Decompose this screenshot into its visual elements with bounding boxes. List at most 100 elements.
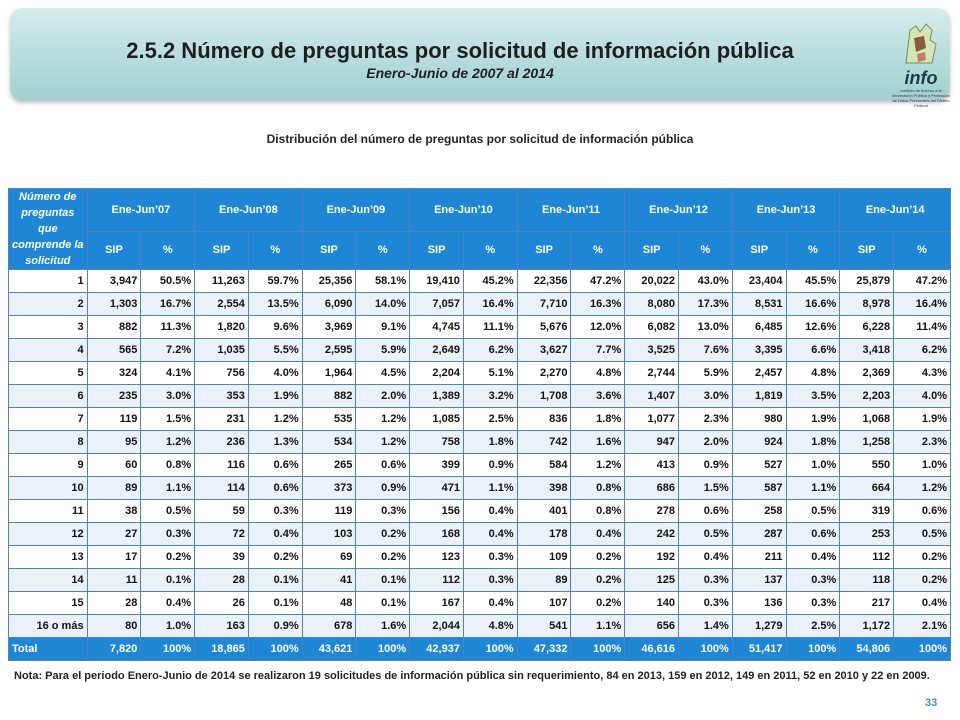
cell-percent: 4.8% [462, 614, 518, 638]
cell-percent: 1.1% [140, 476, 196, 500]
cell-percent: 0.3% [355, 499, 411, 523]
row-label: 7 [8, 407, 88, 431]
cell-sip: 678 [301, 614, 357, 638]
total-sip: 7,820 [86, 637, 142, 661]
cell-percent: 1.9% [785, 407, 841, 431]
cell-sip: 1,820 [194, 315, 249, 339]
logo-wordmark: info [904, 68, 938, 88]
cell-sip: 8,531 [731, 292, 787, 316]
cell-percent: 5.1% [462, 361, 518, 385]
cell-sip: 565 [86, 338, 142, 362]
cell-percent: 5.5% [247, 338, 303, 362]
cell-percent: 4.8% [570, 361, 626, 385]
table-row: 8 95 1.2% 236 1.3% 534 1.2% 758 1.8% 742 1.6% 947 2.… [8, 430, 951, 454]
logo-emblem-icon [905, 23, 937, 64]
cell-percent: 0.3% [140, 522, 196, 546]
cell-sip: 103 [301, 522, 357, 546]
row-label: 6 [8, 384, 88, 408]
cell-sip: 116 [194, 453, 249, 477]
cell-sip: 125 [624, 568, 680, 592]
column-header-year: Ene-Jun’13 [731, 188, 841, 232]
cell-percent: 0.2% [355, 522, 411, 546]
infodf-logo: info Instituto de Acceso a la Informació… [886, 18, 956, 108]
cell-sip: 1,279 [731, 614, 787, 638]
cell-percent: 9.1% [355, 315, 411, 339]
cell-sip: 2,203 [839, 384, 895, 408]
page-subtitle: Enero-Junio de 2007 al 2014 [366, 65, 554, 81]
cell-sip: 278 [624, 499, 680, 523]
cell-percent: 3.5% [785, 384, 841, 408]
total-sip: 42,937 [409, 637, 464, 661]
cell-percent: 14.0% [355, 292, 411, 316]
cell-sip: 924 [731, 430, 787, 454]
cell-percent: 2.0% [678, 430, 733, 454]
cell-sip: 742 [516, 430, 572, 454]
cell-sip: 287 [731, 522, 787, 546]
column-header-percent: % [570, 230, 626, 271]
cell-sip: 95 [86, 430, 142, 454]
cell-sip: 550 [839, 453, 895, 477]
cell-percent: 1.9% [893, 407, 951, 431]
cell-percent: 16.3% [570, 292, 626, 316]
cell-percent: 0.2% [140, 545, 196, 569]
table-row: 15 28 0.4% 26 0.1% 48 0.1% 167 0.4% 107 0.2% 140 0.3… [8, 591, 951, 615]
cell-sip: 3,947 [86, 269, 142, 293]
cell-percent: 1.1% [785, 476, 841, 500]
cell-percent: 16.6% [785, 292, 841, 316]
cell-percent: 1.2% [570, 453, 626, 477]
column-header-sip: SIP [301, 230, 357, 271]
table-row: 2 1,303 16.7% 2,554 13.5% 6,090 14.0% 7,057 16.4… [8, 292, 951, 316]
cell-sip: 535 [301, 407, 357, 431]
table-row: 6 235 3.0% 353 1.9% 882 2.0% 1,389 3.2% 1,708 3.6%… [8, 384, 951, 408]
table-row: 14 11 0.1% 28 0.1% 41 0.1% 112 0.3% 89 0.2% 125 0.3%… [8, 568, 951, 592]
cell-sip: 756 [194, 361, 249, 385]
cell-sip: 664 [839, 476, 895, 500]
table-row: 10 89 1.1% 114 0.6% 373 0.9% 471 1.1% 398 0.8% 686 1… [8, 476, 951, 500]
cell-sip: 8,080 [624, 292, 680, 316]
cell-sip: 1,258 [839, 430, 895, 454]
cell-percent: 0.1% [140, 568, 196, 592]
page-title: 2.5.2 Número de preguntas por solicitud … [126, 38, 794, 63]
cell-percent: 1.2% [355, 430, 411, 454]
cell-percent: 0.1% [247, 568, 303, 592]
cell-sip: 1,708 [516, 384, 572, 408]
cell-sip: 398 [516, 476, 572, 500]
cell-sip: 1,303 [86, 292, 142, 316]
cell-percent: 17.3% [678, 292, 733, 316]
cell-percent: 13.0% [678, 315, 733, 339]
cell-percent: 1.0% [785, 453, 841, 477]
cell-percent: 1.0% [140, 614, 196, 638]
cell-sip: 236 [194, 430, 249, 454]
cell-percent: 0.3% [462, 545, 518, 569]
cell-percent: 6.2% [462, 338, 518, 362]
cell-percent: 7.6% [678, 338, 733, 362]
cell-sip: 541 [516, 614, 572, 638]
cell-sip: 123 [409, 545, 464, 569]
total-sip: 43,621 [301, 637, 357, 661]
cell-percent: 1.8% [785, 430, 841, 454]
cell-percent: 45.5% [785, 269, 841, 293]
cell-percent: 3.0% [140, 384, 196, 408]
total-sip: 47,332 [516, 637, 572, 661]
cell-percent: 0.2% [570, 545, 626, 569]
cell-sip: 48 [301, 591, 357, 615]
cell-percent: 47.2% [570, 269, 626, 293]
table-row: 4 565 7.2% 1,035 5.5% 2,595 5.9% 2,649 6.2% 3,627… [8, 338, 951, 362]
cell-sip: 401 [516, 499, 572, 523]
table-row: 13 17 0.2% 39 0.2% 69 0.2% 123 0.3% 109 0.2% 192 0.4… [8, 545, 951, 569]
cell-sip: 587 [731, 476, 787, 500]
cell-sip: 41 [301, 568, 357, 592]
cell-sip: 7,057 [409, 292, 464, 316]
cell-sip: 584 [516, 453, 572, 477]
cell-sip: 178 [516, 522, 572, 546]
cell-percent: 9.6% [247, 315, 303, 339]
cell-sip: 882 [301, 384, 357, 408]
cell-percent: 0.5% [678, 522, 733, 546]
column-header-percent: % [785, 230, 841, 271]
cell-percent: 0.3% [678, 568, 733, 592]
cell-sip: 8,978 [839, 292, 895, 316]
column-header-percent: % [893, 230, 951, 271]
cell-sip: 136 [731, 591, 787, 615]
cell-sip: 80 [86, 614, 142, 638]
cell-percent: 0.1% [247, 591, 303, 615]
